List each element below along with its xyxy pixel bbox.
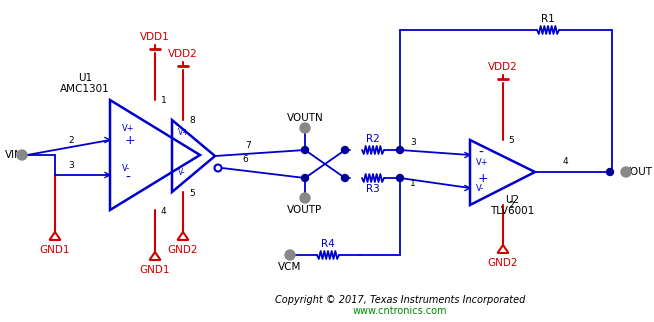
Circle shape [285,250,295,260]
Text: R1: R1 [541,14,555,24]
Text: 2: 2 [508,201,513,210]
Text: VOUT: VOUT [623,167,653,177]
Text: V+: V+ [122,124,135,132]
Text: AMC1301: AMC1301 [60,84,110,94]
Circle shape [300,193,310,203]
Text: -: - [478,146,483,160]
Text: V-: V- [178,167,186,176]
Text: V+: V+ [178,128,190,137]
Text: 2: 2 [68,136,74,145]
Text: -: - [125,171,130,185]
Text: 1: 1 [161,96,167,105]
Text: 6: 6 [242,155,248,164]
Circle shape [300,123,310,133]
Text: 8: 8 [189,116,195,125]
Circle shape [621,167,631,177]
Text: 5: 5 [508,136,514,145]
Text: GND2: GND2 [488,258,518,268]
Circle shape [341,175,349,182]
Text: TLV6001: TLV6001 [490,206,534,216]
Text: VDD1: VDD1 [140,32,170,42]
Text: 3: 3 [410,138,416,147]
Text: VDD2: VDD2 [488,62,518,72]
Text: VOUTN: VOUTN [286,113,323,123]
Circle shape [301,175,309,182]
Text: V-: V- [122,164,130,173]
Text: GND1: GND1 [140,265,170,275]
Text: Copyright © 2017, Texas Instruments Incorporated: Copyright © 2017, Texas Instruments Inco… [275,295,525,305]
Text: R2: R2 [366,134,380,144]
Text: VCM: VCM [279,262,301,272]
Text: 7: 7 [245,141,250,150]
Text: 4: 4 [563,157,568,166]
Text: +: + [125,134,135,147]
Text: VIN: VIN [5,150,23,160]
Circle shape [396,147,404,154]
Text: VDD2: VDD2 [168,49,198,59]
Text: GND1: GND1 [40,245,70,255]
Text: R4: R4 [321,239,335,249]
Text: 3: 3 [68,161,74,170]
Text: R3: R3 [366,184,380,194]
Circle shape [341,147,349,154]
Text: 5: 5 [189,189,195,198]
Text: U2: U2 [505,195,519,205]
Text: GND2: GND2 [167,245,198,255]
Text: VOUTP: VOUTP [287,205,322,215]
Text: 4: 4 [161,207,167,216]
Circle shape [606,168,613,175]
Circle shape [396,175,404,182]
Text: +: + [478,172,489,185]
Text: U1: U1 [78,73,92,83]
Text: 1: 1 [410,179,416,188]
Text: www.cntronics.com: www.cntronics.com [353,306,447,316]
Text: V-: V- [476,184,484,193]
Circle shape [17,150,27,160]
Text: V+: V+ [476,157,489,166]
Circle shape [301,147,309,154]
